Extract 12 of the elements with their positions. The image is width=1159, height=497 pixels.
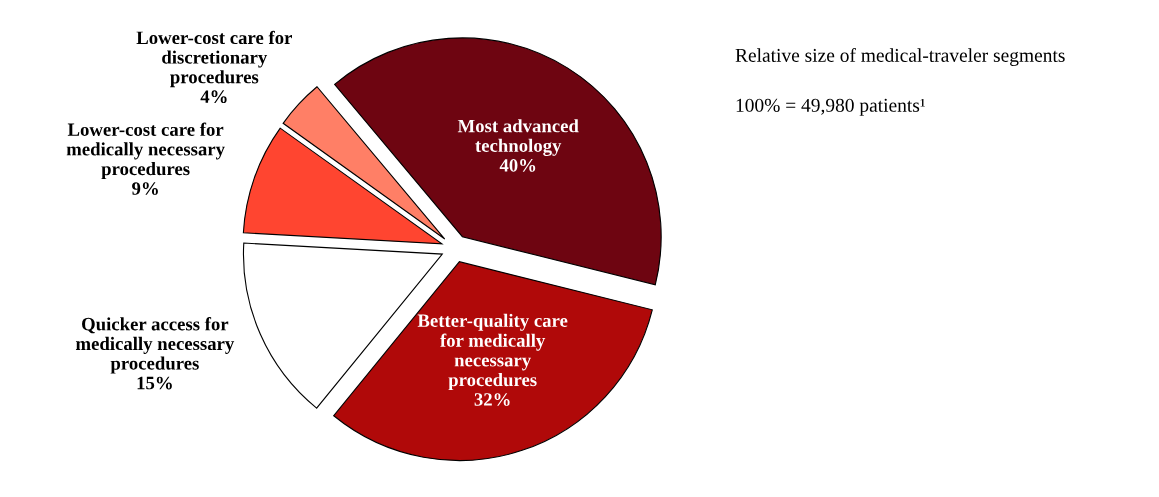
data-label: 32% — [474, 393, 510, 406]
data-label: 40% — [499, 159, 536, 172]
data-label: 4% — [200, 90, 227, 104]
data-label: 15% — [137, 376, 172, 390]
text: Relative size of medical-traveler segments — [735, 48, 1065, 66]
slice-label: Better-quality care for medically necessary procedures — [417, 313, 568, 390]
text: 100% = 49,980 patients¹ — [736, 98, 925, 116]
slice-label: Most advanced technology — [457, 119, 579, 156]
slice-label: Lower-cost care for discretionary procedures — [136, 30, 292, 88]
data-label: 9% — [132, 182, 158, 195]
slice-label: Quicker access for medically necessary procedures — [75, 317, 235, 374]
slice-label: Lower-cost care for medically necessary procedures — [66, 122, 225, 180]
